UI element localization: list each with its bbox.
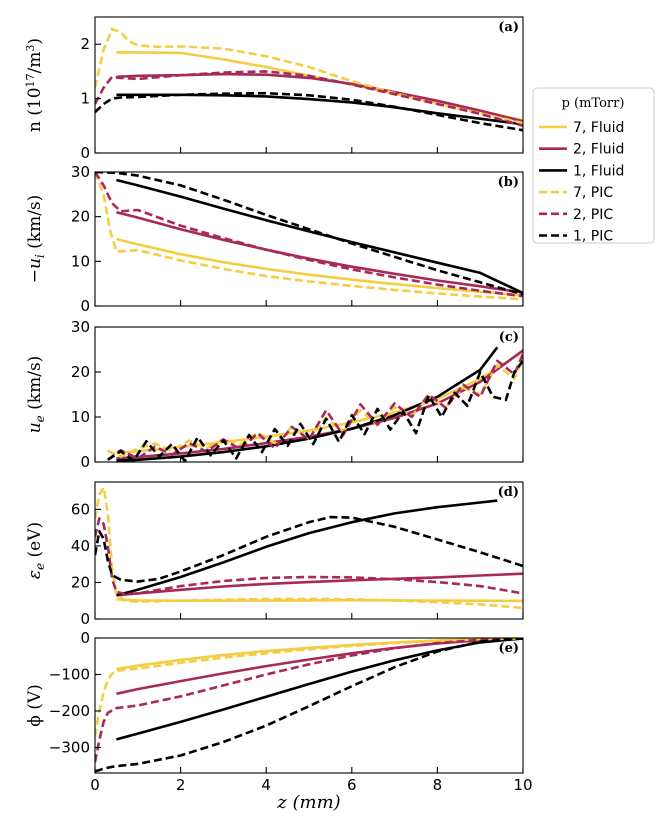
legend-entry-label: 1, PIC — [573, 229, 613, 245]
y-tick-label: 10 — [71, 252, 90, 270]
x-tick-label: 0 — [90, 776, 100, 794]
y-axis-label: n (1017/m3) — [24, 38, 45, 132]
series-line-1-pic — [95, 638, 523, 773]
series-line-2-pic — [107, 353, 523, 461]
y-tick-label: 20 — [71, 208, 90, 226]
legend-entry-label: 2, Fluid — [573, 142, 624, 158]
series-line-7-fluid — [116, 237, 523, 297]
series-line-2-pic — [95, 172, 523, 298]
series-group — [95, 638, 523, 773]
panel-label: (b) — [498, 175, 519, 190]
series-line-7-fluid — [116, 598, 523, 603]
x-tick-label: 6 — [347, 776, 357, 794]
series-line-1-pic — [107, 360, 523, 462]
series-line-2-fluid — [116, 572, 523, 597]
plot-frame — [94, 326, 524, 463]
series-line-1-fluid — [116, 638, 523, 741]
series-line-7-pic — [95, 486, 523, 610]
y-tick-label: 30 — [71, 318, 90, 336]
panel-d: 0 20 40 60 (d) εe (eV) — [25, 481, 524, 628]
y-axis-label: −ui (km/s) — [25, 195, 47, 284]
y-axis-label: ue (km/s) — [25, 356, 47, 434]
series-line-1-pic — [95, 172, 523, 296]
series-line-1-pic — [95, 91, 523, 132]
plot-frame — [94, 481, 524, 620]
y-tick-label: 1 — [80, 90, 90, 108]
legend-entry-label: 7, PIC — [573, 185, 613, 201]
panel-b: 0 10 20 30 (b) −ui (km/s) — [25, 163, 524, 315]
x-tick-label: 10 — [513, 776, 532, 794]
y-tick-label: 60 — [71, 500, 90, 518]
series-line-7-pic — [95, 172, 523, 301]
legend-entry-label: 2, PIC — [573, 207, 613, 223]
series-line-7-fluid — [116, 350, 523, 455]
y-tick-label: −300 — [49, 738, 90, 756]
panel-label: (e) — [498, 641, 519, 656]
series-line-7-fluid — [116, 638, 523, 671]
plot-frame — [94, 171, 524, 307]
series-line-2-fluid — [116, 349, 523, 460]
legend-entry-label: 1, Fluid — [573, 163, 624, 179]
y-axis-label: εe (eV) — [25, 522, 47, 579]
y-tick-label: −200 — [49, 702, 90, 720]
series-group — [95, 486, 523, 610]
legend-entry-label: 7, Fluid — [573, 120, 624, 136]
y-tick-label: −100 — [49, 665, 90, 683]
plot-frame — [94, 16, 524, 154]
y-tick-label: 0 — [80, 144, 90, 162]
series-line-2-pic — [95, 517, 523, 596]
legend: p (mTorr) 7, Fluid 2, Fluid 1, Fluid 7, PIC 2… — [532, 87, 655, 245]
panel-label: (d) — [498, 485, 519, 500]
series-line-2-pic — [95, 638, 523, 763]
series-line-1-pic — [95, 515, 523, 583]
y-tick-label: 40 — [71, 537, 90, 555]
series-line-1-fluid — [116, 499, 498, 597]
panel-a: 0 1 2 (a) n (1017/m3) — [24, 16, 524, 162]
legend-title: p (mTorr) — [562, 96, 625, 111]
series-line-2-pic — [95, 70, 523, 128]
x-tick-label: 8 — [433, 776, 443, 794]
x-axis-label: z (mm) — [276, 792, 340, 813]
y-tick-label: 20 — [71, 573, 90, 591]
series-line-1-fluid — [116, 178, 523, 295]
series-group — [95, 27, 523, 132]
y-tick-label: 2 — [80, 35, 90, 53]
y-axis-label: ϕ (V) — [25, 684, 45, 727]
plot-frame — [94, 637, 524, 774]
series-line-2-fluid — [116, 72, 523, 123]
series-line-7-pic — [95, 638, 523, 737]
series-group — [107, 346, 523, 462]
y-tick-label: 10 — [71, 408, 90, 426]
y-tick-label: 0 — [80, 610, 90, 628]
y-tick-label: 30 — [71, 163, 90, 181]
series-group — [95, 172, 523, 301]
y-tick-label: 0 — [80, 629, 90, 647]
panel-e: 0 2 4 6 8 10 0 −100 −200 −300 (e) ϕ (V) — [25, 629, 533, 794]
panel-label: (a) — [498, 20, 519, 35]
x-tick-label: 4 — [261, 776, 271, 794]
panel-label: (c) — [499, 330, 519, 345]
y-tick-label: 20 — [71, 363, 90, 381]
y-tick-label: 0 — [80, 297, 90, 315]
panel-c: 0 10 20 30 (c) ue (km/s) — [25, 318, 524, 471]
y-tick-label: 0 — [80, 453, 90, 471]
x-tick-label: 2 — [176, 776, 186, 794]
